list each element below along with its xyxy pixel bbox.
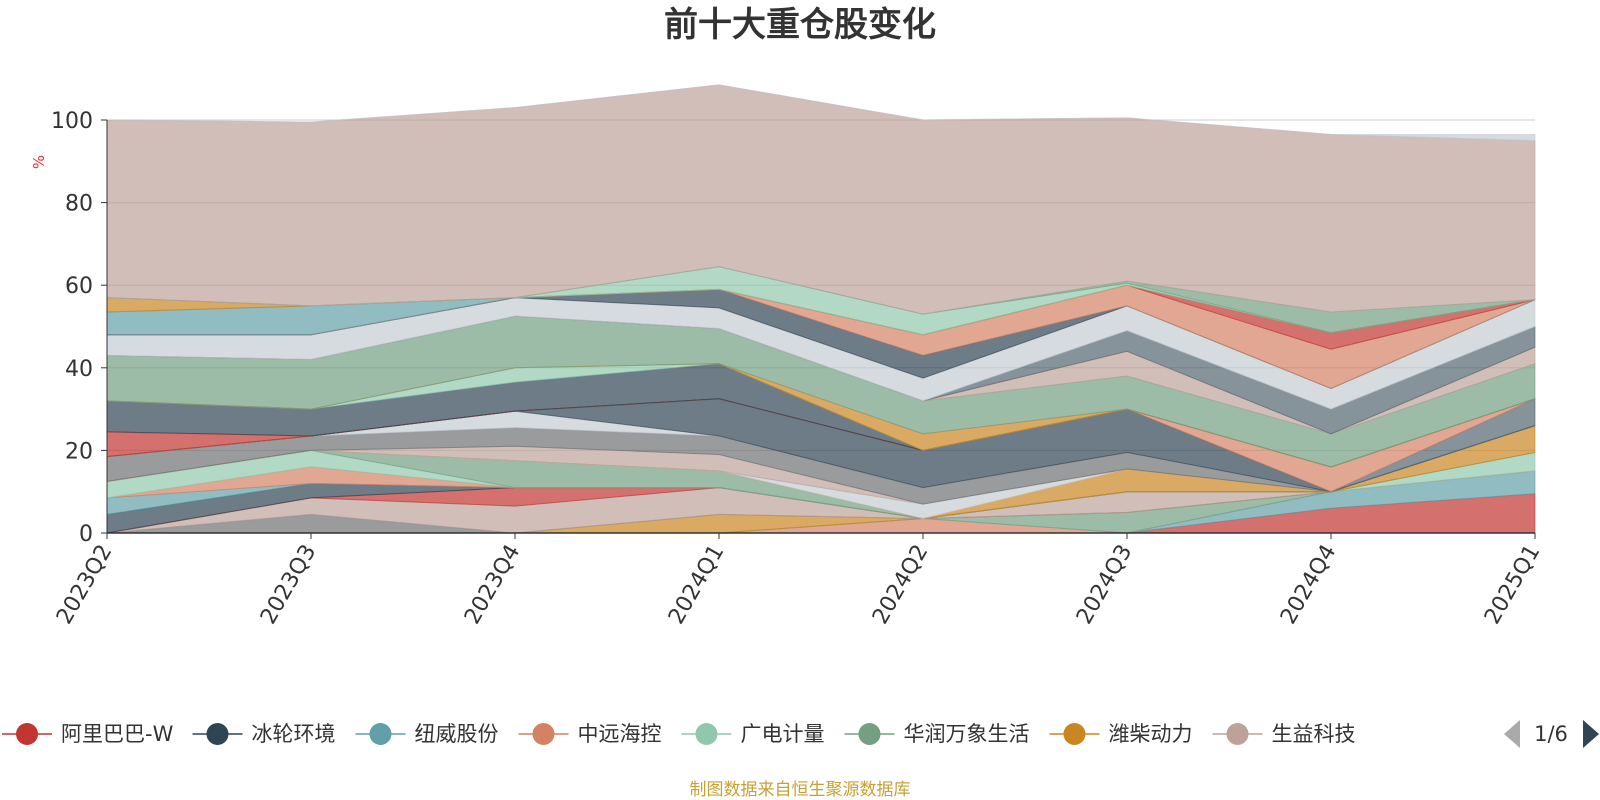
y-axis-unit-label: % (30, 155, 48, 169)
data-source-note: 制图数据来自恒生聚源数据库 (690, 780, 911, 800)
plot-area (106, 84, 1536, 534)
legend-label: 阿里巴巴-W (61, 722, 174, 746)
legend-item-2[interactable]: 纽威股份 (355, 722, 498, 746)
legend-item-0[interactable]: 阿里巴巴-W (2, 722, 174, 746)
legend-item-6[interactable]: 潍柴动力 (1049, 722, 1192, 746)
y-tick-label: 100 (51, 109, 93, 134)
legend-label: 广电计量 (740, 722, 824, 746)
legend-label: 中远海控 (577, 722, 661, 746)
legend-page-indicator: 1/6 (1534, 722, 1568, 746)
y-tick-label: 60 (65, 274, 93, 299)
x-tick-label: 2025Q1 (1480, 541, 1545, 629)
legend-next-page-icon[interactable] (1583, 720, 1599, 748)
y-tick-label: 80 (65, 192, 93, 217)
x-tick-label: 2023Q3 (256, 541, 321, 629)
chart-title: 前十大重仓股变化 (664, 5, 936, 45)
y-tick-label: 20 (65, 439, 93, 464)
legend-marker (369, 723, 392, 745)
legend-marker (206, 723, 229, 745)
legend-item-5[interactable]: 华润万象生活 (844, 722, 1029, 746)
x-tick-label: 2024Q2 (868, 541, 933, 629)
x-tick-label: 2023Q2 (52, 541, 117, 629)
legend-item-4[interactable]: 广电计量 (681, 722, 824, 746)
legend[interactable]: 阿里巴巴-W 冰轮环境 纽威股份 中远海控 广电计量 华润万象生活 潍柴动力 生益科技 1/6 (2, 720, 1599, 748)
series-area-39 (106, 84, 1536, 315)
legend-label: 潍柴动力 (1108, 722, 1192, 746)
x-tick-label: 2024Q3 (1072, 541, 1137, 629)
legend-item-1[interactable]: 冰轮环境 (192, 722, 335, 746)
legend-item-7[interactable]: 生益科技 (1212, 722, 1355, 746)
legend-marker (16, 723, 38, 745)
legend-marker (532, 723, 555, 745)
x-tick-label: 2024Q4 (1276, 541, 1341, 629)
series-area-40 (106, 84, 1536, 142)
legend-marker (1226, 723, 1249, 745)
legend-prev-page-icon[interactable] (1504, 720, 1520, 748)
x-tick-label: 2023Q4 (460, 541, 525, 629)
legend-label: 华润万象生活 (903, 722, 1029, 746)
y-tick-label: 40 (65, 357, 93, 382)
legend-label: 纽威股份 (414, 722, 498, 746)
y-tick-label: 0 (79, 522, 93, 547)
x-tick-label: 2024Q1 (664, 541, 729, 629)
legend-label: 生益科技 (1271, 722, 1355, 746)
legend-marker (858, 723, 881, 745)
legend-item-3[interactable]: 中远海控 (518, 722, 661, 746)
legend-label: 冰轮环境 (251, 722, 335, 746)
legend-marker (1063, 723, 1086, 745)
legend-marker (695, 723, 718, 745)
